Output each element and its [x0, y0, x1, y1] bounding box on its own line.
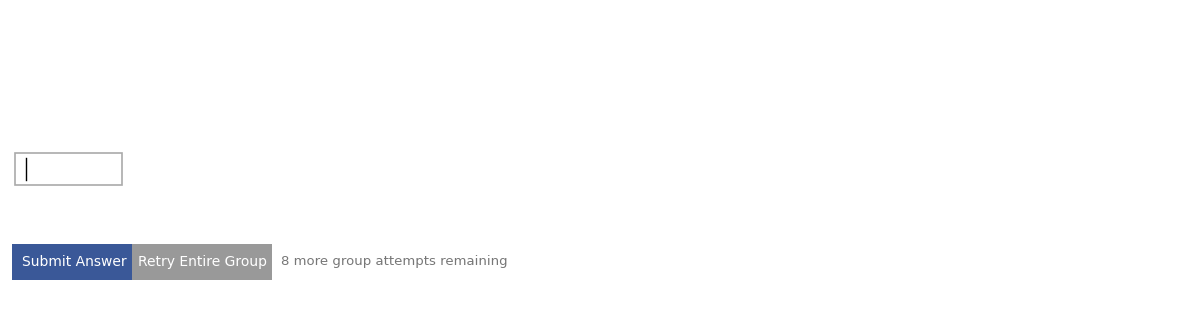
Text: 8 more group attempts remaining: 8 more group attempts remaining — [281, 255, 508, 268]
Text: Submit Answer: Submit Answer — [22, 255, 126, 269]
Text: Retry Entire Group: Retry Entire Group — [138, 255, 266, 269]
